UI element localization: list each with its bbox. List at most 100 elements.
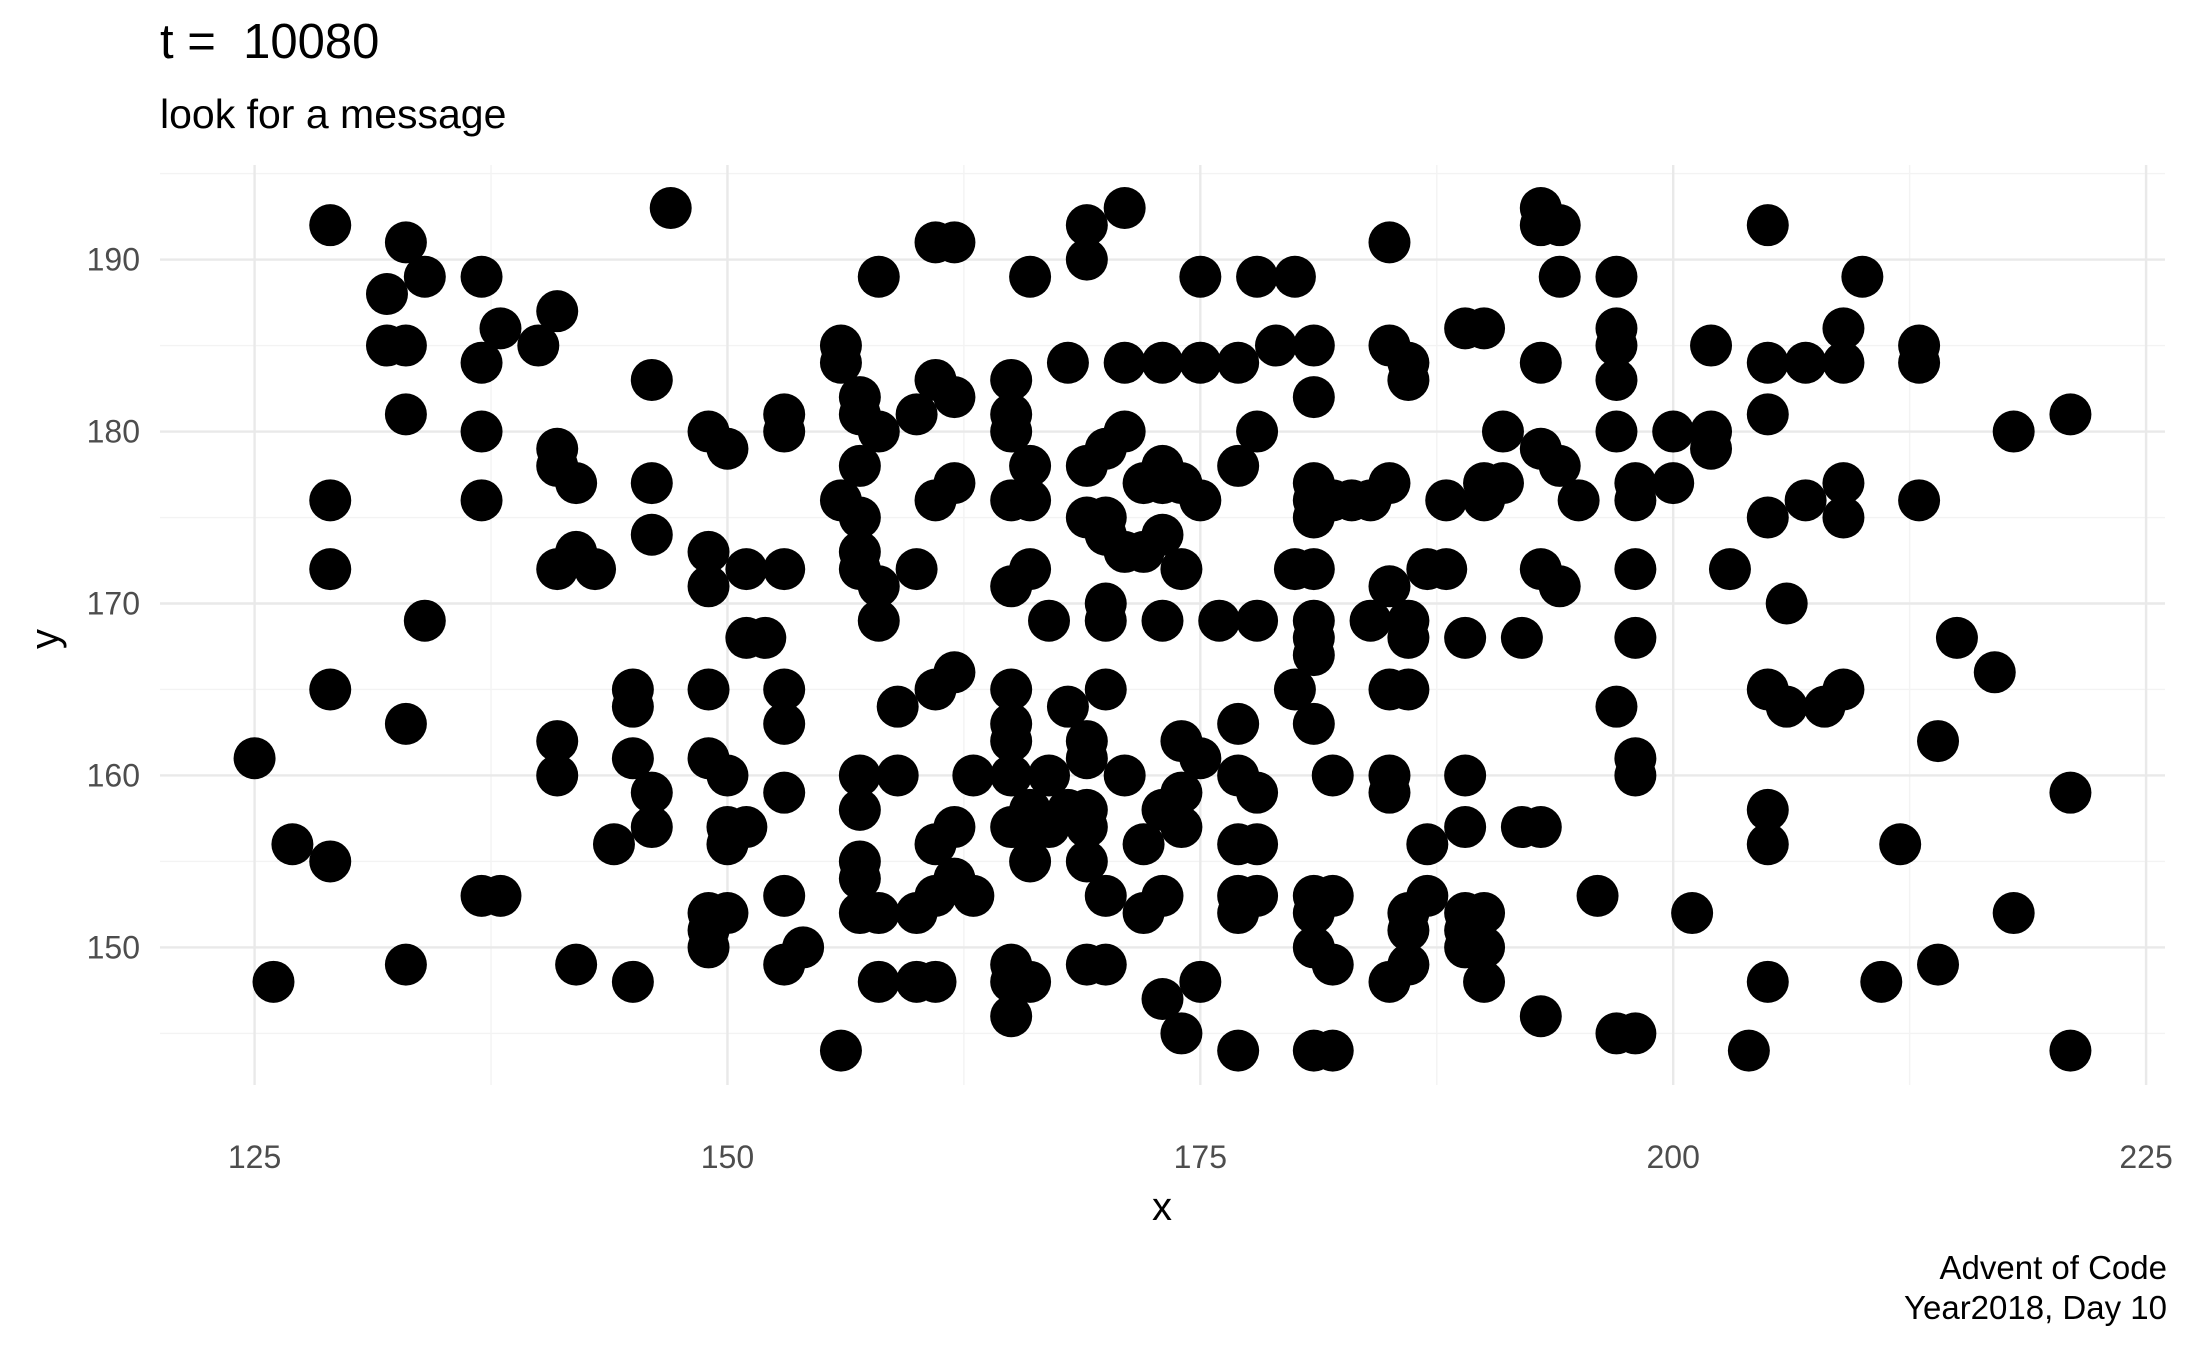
data-point: [763, 410, 806, 453]
data-point: [1917, 720, 1960, 763]
data-point: [1065, 737, 1108, 780]
data-point: [1179, 479, 1222, 522]
chart-subtitle: look for a message: [160, 91, 507, 137]
data-point: [1236, 599, 1279, 642]
data-point: [1746, 496, 1789, 539]
data-point: [1141, 978, 1184, 1021]
data-point: [1311, 1029, 1354, 1072]
data-point: [1595, 410, 1638, 453]
data-point: [1557, 479, 1600, 522]
data-point: [1746, 341, 1789, 384]
data-point: [1103, 186, 1146, 229]
data-point: [1387, 358, 1430, 401]
caption-line-1: Advent of Code: [1939, 1249, 2168, 1286]
data-point: [403, 255, 446, 298]
data-point: [1614, 616, 1657, 659]
data-point: [1614, 548, 1657, 591]
data-point: [384, 943, 427, 986]
data-point: [1746, 788, 1789, 831]
data-point: [1179, 255, 1222, 298]
data-point: [2049, 771, 2092, 814]
data-point: [1236, 410, 1279, 453]
data-point: [460, 255, 503, 298]
data-point: [536, 290, 579, 333]
y-tick-label: 170: [87, 586, 140, 622]
x-tick-label: 175: [1174, 1139, 1227, 1175]
data-point: [990, 668, 1033, 711]
data-point: [1671, 892, 1714, 935]
data-point: [725, 548, 768, 591]
data-point: [1160, 771, 1203, 814]
data-point: [1822, 307, 1865, 350]
data-point: [1311, 943, 1354, 986]
data-point: [1028, 599, 1071, 642]
data-point: [1444, 806, 1487, 849]
data-point: [1236, 823, 1279, 866]
data-point: [1065, 840, 1108, 883]
data-point: [460, 410, 503, 453]
data-point: [1481, 410, 1524, 453]
data-point: [1444, 754, 1487, 797]
data-point: [838, 788, 881, 831]
data-point: [630, 358, 673, 401]
data-point: [838, 857, 881, 900]
x-axis-title: x: [1152, 1185, 1172, 1229]
data-point: [630, 462, 673, 505]
data-point: [706, 892, 749, 935]
data-point: [1368, 462, 1411, 505]
data-point: [1746, 823, 1789, 866]
data-point: [1784, 479, 1827, 522]
data-point: [1973, 651, 2016, 694]
data-point: [1179, 960, 1222, 1003]
data-point: [1217, 444, 1260, 487]
data-point: [838, 444, 881, 487]
data-point: [1595, 255, 1638, 298]
data-point: [952, 754, 995, 797]
data-point: [1822, 341, 1865, 384]
data-point: [1765, 582, 1808, 625]
data-point: [763, 668, 806, 711]
data-point: [1028, 754, 1071, 797]
data-point: [1009, 255, 1052, 298]
data-point: [1217, 1029, 1260, 1072]
x-tick-label: 225: [2119, 1139, 2172, 1175]
data-point: [1217, 341, 1260, 384]
data-point: [914, 960, 957, 1003]
data-point: [1311, 874, 1354, 917]
data-point: [763, 874, 806, 917]
data-point: [1084, 874, 1127, 917]
data-point: [1368, 565, 1411, 608]
data-point: [649, 186, 692, 229]
data-point: [1463, 307, 1506, 350]
data-point: [1538, 204, 1581, 247]
data-point: [1992, 410, 2035, 453]
data-point: [990, 754, 1033, 797]
data-point: [1822, 496, 1865, 539]
data-point: [1292, 634, 1335, 677]
data-point: [1103, 410, 1146, 453]
data-point: [309, 204, 352, 247]
data-point: [1368, 221, 1411, 264]
data-point: [1690, 427, 1733, 470]
data-point: [1614, 479, 1657, 522]
data-point: [309, 840, 352, 883]
data-point: [819, 1029, 862, 1072]
data-point: [1708, 548, 1751, 591]
data-point: [592, 823, 635, 866]
data-point: [1463, 960, 1506, 1003]
data-point: [517, 324, 560, 367]
data-point: [857, 960, 900, 1003]
data-point: [876, 754, 919, 797]
data-point: [1103, 341, 1146, 384]
data-point: [1898, 341, 1941, 384]
data-point: [895, 548, 938, 591]
data-point: [1406, 874, 1449, 917]
data-point: [1727, 1029, 1770, 1072]
data-point: [1009, 479, 1052, 522]
data-point: [744, 616, 787, 659]
data-point: [1198, 599, 1241, 642]
data-point: [1273, 255, 1316, 298]
x-axis-ticks: 125 150 175 200 225: [228, 1139, 2173, 1175]
x-tick-label: 200: [1647, 1139, 1700, 1175]
data-point: [763, 702, 806, 745]
